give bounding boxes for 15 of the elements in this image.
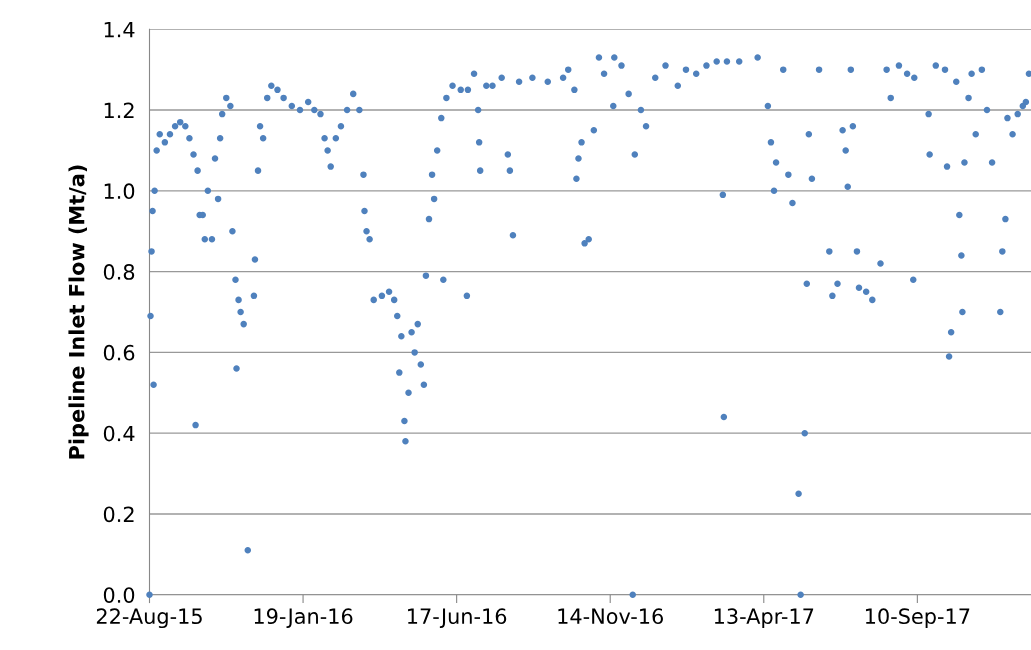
x-tick-label: 17-Jun-16 — [408, 608, 507, 628]
y-tick-label: 0.4 — [103, 425, 135, 442]
y-axis-title: Pipeline Inlet Flow (Mt/a) — [68, 165, 89, 459]
y-tick-label: 0.8 — [103, 264, 135, 280]
y-tick-label: 0.0 — [103, 587, 135, 603]
y-tick-label: 1.4 — [104, 21, 135, 38]
x-tick-label: 13-Apr-17 — [714, 608, 814, 629]
y-tick-label: 0.6 — [103, 344, 135, 361]
x-tick-label: 10-Sep-17 — [865, 608, 970, 629]
y-tick-label: 0.2 — [103, 506, 134, 523]
y-tick-label: 1.2 — [104, 102, 134, 118]
x-tick-label: 14-Nov-16 — [558, 608, 663, 625]
x-tick-label: 22-Aug-15 — [96, 608, 202, 629]
x-tick-label: 19-Jan-16 — [254, 608, 353, 628]
y-tick-label: 1.0 — [104, 183, 135, 200]
